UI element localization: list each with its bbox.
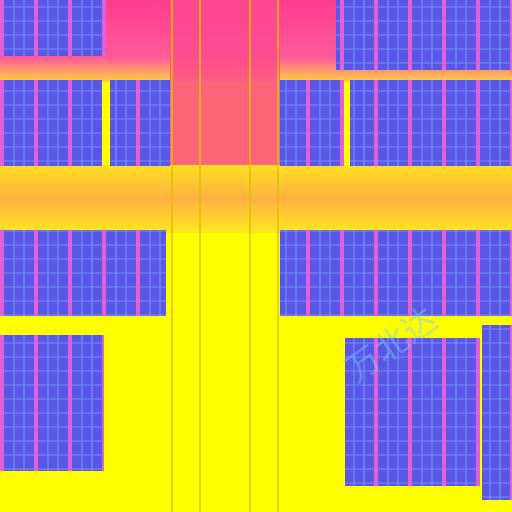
panel-array <box>110 80 170 166</box>
panel-array <box>345 338 480 486</box>
panel-array <box>0 230 166 316</box>
panel-array <box>280 80 344 166</box>
middle-band <box>0 165 512 233</box>
panel-array <box>482 325 512 500</box>
panel-array <box>0 80 102 166</box>
panel-array <box>280 230 512 316</box>
panel-array <box>0 0 106 56</box>
structure-lines <box>171 0 279 512</box>
solar-panels <box>0 0 512 500</box>
warm-walkway <box>170 0 280 170</box>
panel-array <box>350 80 512 166</box>
panel-array <box>0 335 104 471</box>
panel-array <box>336 0 512 70</box>
